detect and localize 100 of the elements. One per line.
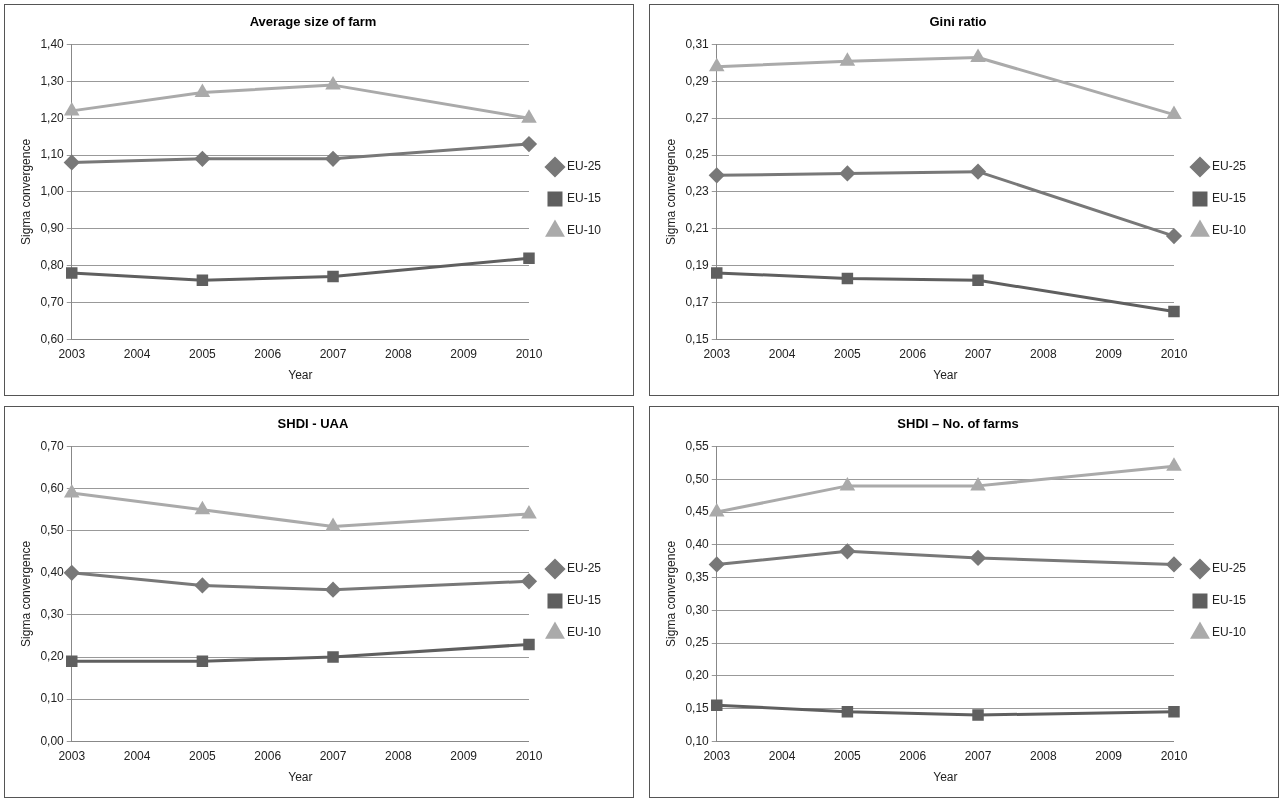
y-tick-label: 0,35	[685, 569, 710, 584]
y-tick-label: 0,10	[40, 691, 65, 706]
point	[972, 274, 984, 287]
x-axis-title: Year	[288, 368, 313, 383]
point	[65, 485, 79, 498]
y-tick-label: 0,40	[685, 537, 710, 552]
y-tick-label: 0,23	[685, 184, 710, 199]
y-tick-label: 0,31	[685, 36, 710, 51]
y-tick-label: 0,19	[685, 257, 710, 272]
chart-title: Average size of farm	[249, 14, 377, 30]
point	[711, 699, 723, 711]
x-tick-label: 2010	[1160, 748, 1188, 763]
y-tick-label: 0,27	[685, 110, 710, 125]
legend-label: EU-25	[1211, 561, 1247, 576]
point	[1168, 706, 1180, 718]
y-tick-label: 0,50	[685, 471, 710, 486]
legend-label: EU-10	[1211, 223, 1247, 238]
x-tick-label: 2008	[1030, 748, 1058, 763]
y-tick-label: 0,30	[685, 602, 710, 617]
point	[840, 478, 855, 491]
x-tick-label: 2006	[899, 748, 927, 763]
y-tick-label: 1,40	[40, 36, 65, 51]
point	[839, 165, 855, 181]
point	[196, 655, 209, 667]
point	[326, 77, 340, 90]
legend-label: EU-10	[566, 625, 602, 640]
point	[523, 252, 535, 264]
x-tick-label: 2004	[768, 748, 796, 763]
point	[64, 565, 80, 581]
y-tick-label: 0,25	[685, 635, 710, 650]
legend-label: EU-15	[1211, 593, 1247, 608]
point	[1167, 107, 1181, 120]
x-tick-label: 2003	[703, 346, 731, 361]
legend-label: EU-25	[1211, 159, 1247, 174]
y-tick-label: 0,20	[40, 649, 65, 664]
x-tick-label: 2010	[1160, 346, 1188, 361]
y-tick-label: 0,60	[40, 331, 65, 346]
point	[522, 110, 536, 123]
y-tick-label: 0,00	[40, 733, 65, 748]
legend-label: EU-15	[1211, 191, 1247, 206]
x-axis-title: Year	[933, 770, 958, 785]
x-tick-label: 2010	[515, 346, 543, 361]
point	[1168, 305, 1180, 318]
x-tick-label: 2007	[319, 748, 347, 763]
y-tick-label: 0,17	[685, 294, 710, 309]
point	[325, 151, 341, 167]
x-tick-label: 2005	[189, 748, 217, 763]
x-tick-label: 2006	[254, 748, 282, 763]
x-axis-title: Year	[288, 770, 313, 785]
y-axis-title: Sigma convergence	[663, 540, 678, 647]
y-tick-label: 0,20	[685, 668, 710, 683]
y-tick-label: 0,25	[685, 147, 710, 162]
legend-label: EU-10	[1211, 625, 1247, 640]
x-tick-label: 2006	[254, 346, 282, 361]
x-tick-label: 2005	[189, 346, 217, 361]
point	[709, 167, 725, 183]
y-axis-title: Sigma convergence	[18, 540, 33, 647]
y-tick-label: 0,90	[40, 221, 65, 236]
point	[970, 550, 986, 566]
x-tick-label: 2005	[834, 346, 862, 361]
point	[325, 582, 341, 598]
y-tick-label: 0,60	[40, 481, 65, 495]
y-tick-label: 1,10	[40, 147, 65, 162]
x-axis-title: Year	[933, 368, 958, 383]
point	[65, 103, 79, 116]
point	[64, 154, 80, 170]
x-tick-label: 2007	[964, 346, 992, 361]
chart-title: SHDI – No. of farms	[897, 416, 1019, 432]
point	[1166, 556, 1182, 572]
point	[327, 270, 339, 283]
x-tick-label: 2006	[899, 346, 927, 361]
y-tick-label: 0,70	[40, 438, 65, 453]
point	[523, 638, 535, 651]
point	[521, 136, 537, 152]
point	[195, 84, 210, 97]
point	[66, 267, 78, 279]
x-tick-label: 2009	[450, 346, 478, 361]
x-tick-label: 2008	[385, 748, 413, 763]
point	[839, 543, 855, 559]
x-tick-label: 2010	[515, 748, 543, 763]
point	[1167, 458, 1181, 471]
y-tick-label: 0,45	[685, 504, 710, 519]
y-tick-label: 0,55	[685, 438, 710, 453]
point	[521, 573, 537, 589]
x-tick-label: 2008	[1030, 346, 1058, 361]
x-tick-label: 2004	[768, 346, 796, 361]
y-tick-label: 1,30	[40, 73, 65, 88]
x-tick-label: 2007	[319, 346, 347, 361]
x-tick-label: 2009	[1095, 346, 1123, 361]
point	[841, 706, 854, 718]
x-tick-label: 2004	[123, 748, 151, 763]
y-tick-label: 1,00	[40, 184, 65, 199]
point	[710, 504, 724, 517]
legend-label: EU-25	[566, 561, 602, 576]
y-tick-label: 0,21	[685, 221, 710, 236]
y-tick-label: 0,30	[40, 607, 65, 622]
point	[711, 267, 723, 279]
chart-title: Gini ratio	[929, 14, 987, 30]
y-tick-label: 0,80	[40, 257, 65, 272]
y-axis-title: Sigma convergence	[18, 138, 33, 245]
